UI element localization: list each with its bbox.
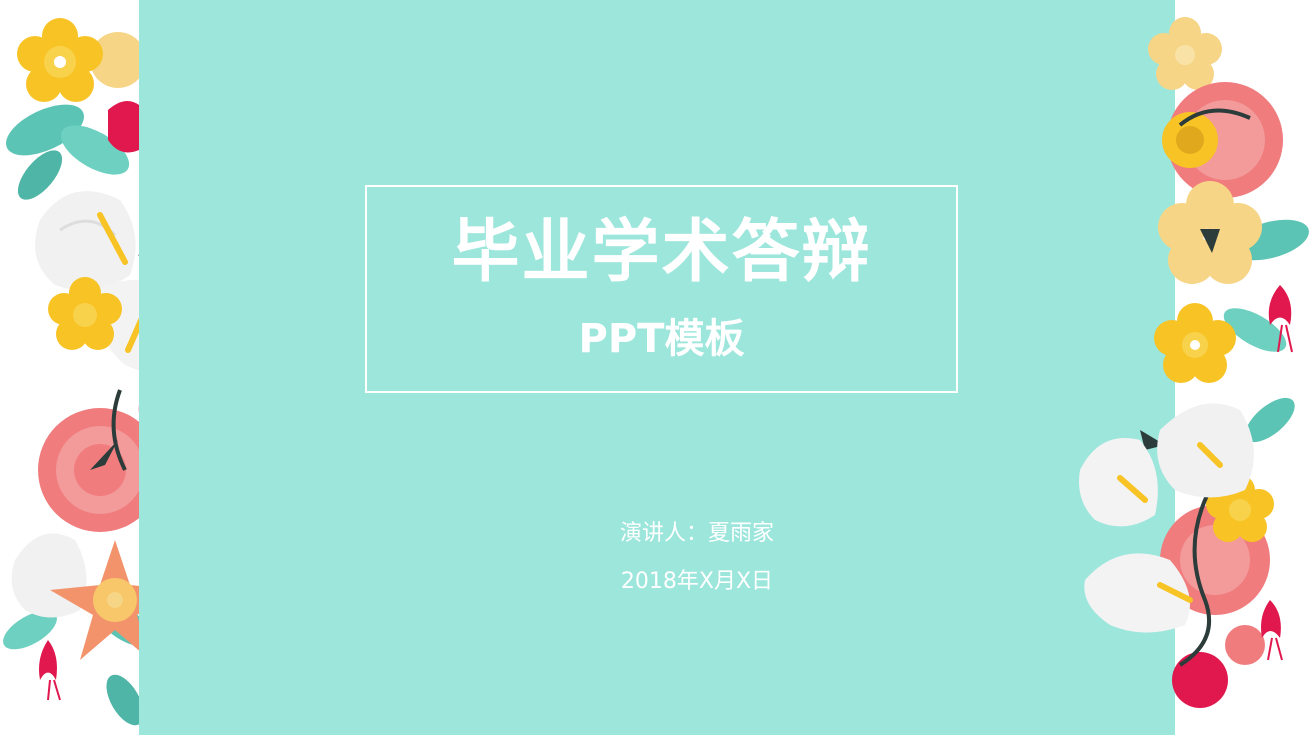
speaker-label: 演讲人：夏雨家 [619,521,774,546]
flower-cluster-left-icon [0,0,240,735]
slide-subtitle: PPT模板 [578,316,745,362]
title-frame: 毕业学术答辩 PPT模板 [365,185,958,393]
content-panel [139,0,1175,735]
flower-cluster-right-icon [1070,0,1312,735]
date-label: 2018年X月X日 [620,569,774,594]
slide-title: 毕业学术答辩 [451,213,872,292]
